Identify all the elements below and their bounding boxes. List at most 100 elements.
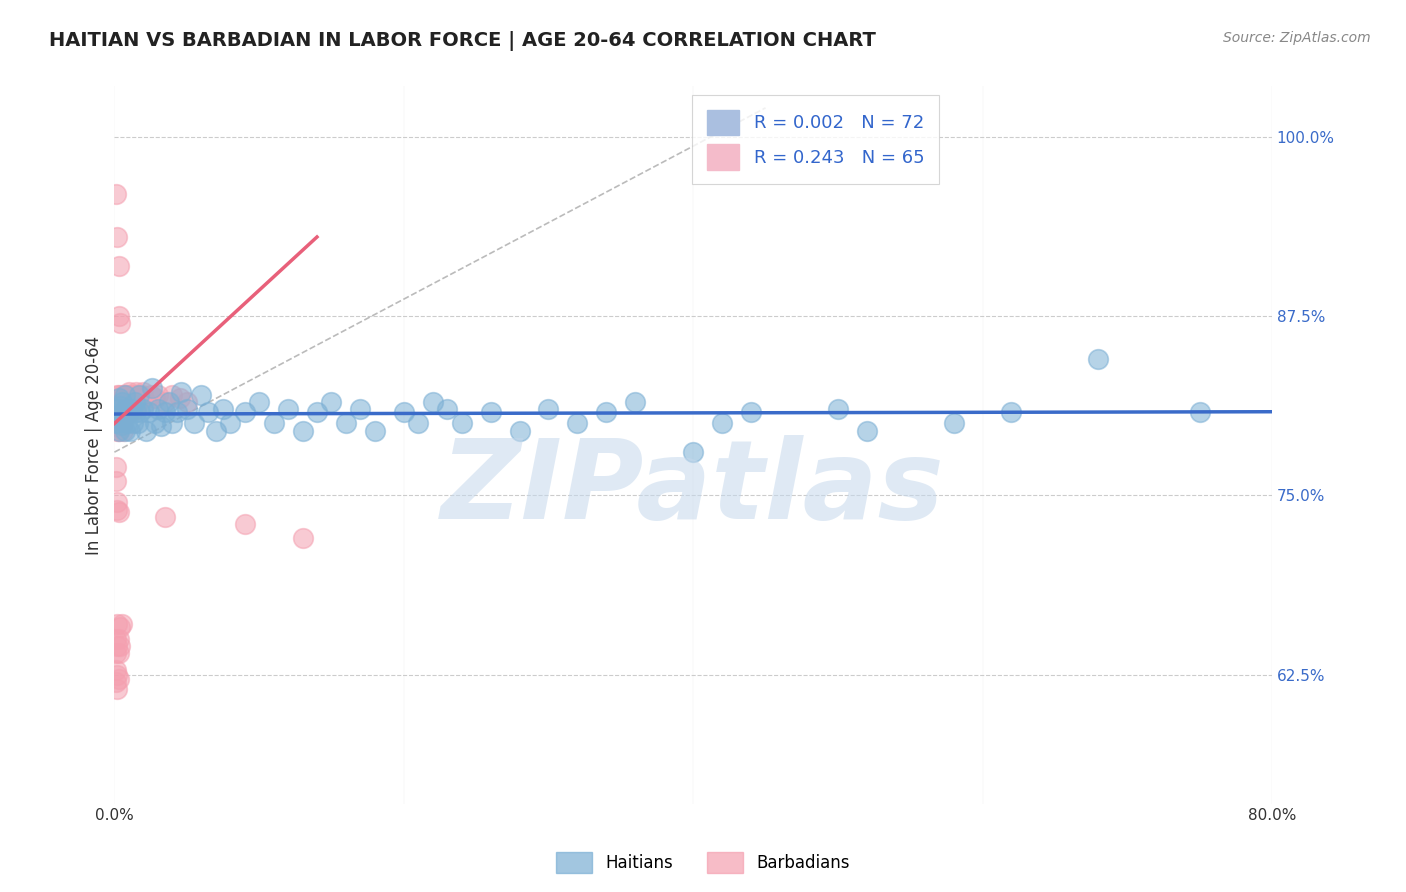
Point (107, 395, 129, 409)
Point (450, 417, 472, 431)
Point (114, 405, 136, 419)
Point (114, 402, 136, 417)
Point (129, 405, 152, 419)
Point (108, 408, 131, 422)
Point (107, 424, 129, 438)
Point (107, 259, 129, 273)
Point (321, 395, 343, 409)
Point (131, 388, 153, 402)
Point (105, 402, 128, 417)
Point (117, 402, 139, 417)
Point (624, 395, 647, 409)
Point (105, 495, 128, 509)
Point (105, 617, 128, 632)
Point (104, 474, 127, 488)
Point (247, 395, 270, 409)
Point (107, 424, 129, 438)
Point (149, 419, 172, 434)
Point (305, 405, 328, 419)
Point (1188, 405, 1211, 419)
Point (104, 395, 127, 409)
Point (111, 388, 134, 402)
Point (125, 384, 148, 399)
Point (125, 405, 148, 419)
Point (120, 402, 142, 417)
Point (349, 402, 371, 417)
Point (132, 402, 155, 417)
Point (115, 405, 138, 419)
Point (111, 402, 134, 417)
Point (117, 417, 139, 431)
Point (107, 672, 129, 686)
Point (112, 405, 135, 419)
Point (120, 391, 142, 405)
Point (204, 424, 226, 438)
Point (111, 395, 134, 409)
Point (942, 417, 965, 431)
Y-axis label: In Labor Force | Age 20-64: In Labor Force | Age 20-64 (86, 335, 103, 555)
Point (121, 388, 143, 402)
Point (112, 415, 135, 429)
Point (104, 674, 127, 689)
Legend: R = 0.002   N = 72, R = 0.243   N = 65: R = 0.002 N = 72, R = 0.243 N = 65 (692, 95, 939, 185)
Point (108, 405, 131, 419)
Point (170, 384, 193, 399)
Point (190, 388, 212, 402)
Point (176, 402, 198, 417)
Point (827, 402, 849, 417)
Point (153, 405, 176, 419)
Point (105, 639, 128, 653)
Point (120, 424, 142, 438)
Point (595, 405, 617, 419)
Point (114, 388, 136, 402)
Point (277, 402, 299, 417)
Point (139, 388, 162, 402)
Point (135, 395, 157, 409)
Point (107, 405, 129, 419)
Legend: Haitians, Barbadians: Haitians, Barbadians (548, 846, 858, 880)
Point (107, 309, 129, 323)
Point (108, 402, 131, 417)
Point (335, 417, 357, 431)
Point (112, 405, 135, 419)
Point (112, 417, 135, 431)
Point (107, 632, 129, 646)
Point (104, 459, 127, 474)
Point (121, 402, 143, 417)
Point (124, 395, 146, 409)
Point (114, 388, 136, 402)
Point (108, 639, 131, 653)
Point (115, 402, 138, 417)
Point (108, 620, 131, 634)
Point (128, 395, 150, 409)
Point (104, 632, 127, 646)
Point (111, 417, 134, 431)
Point (104, 663, 127, 677)
Point (121, 405, 143, 419)
Point (479, 405, 502, 419)
Point (166, 405, 188, 419)
Point (105, 388, 128, 402)
Point (108, 399, 131, 413)
Point (115, 395, 138, 409)
Point (143, 391, 166, 405)
Point (112, 424, 135, 438)
Point (105, 424, 128, 438)
Point (138, 405, 160, 419)
Point (124, 388, 146, 402)
Point (364, 424, 387, 438)
Point (105, 502, 128, 516)
Point (104, 186, 127, 201)
Point (509, 424, 531, 438)
Point (108, 417, 131, 431)
Point (108, 395, 131, 409)
Point (153, 509, 176, 524)
Point (104, 417, 127, 431)
Point (107, 417, 129, 431)
Point (176, 395, 198, 409)
Point (141, 381, 163, 395)
Point (128, 388, 150, 402)
Point (233, 516, 256, 531)
Text: HAITIAN VS BARBADIAN IN LABOR FORCE | AGE 20-64 CORRELATION CHART: HAITIAN VS BARBADIAN IN LABOR FORCE | AG… (49, 31, 876, 51)
Point (105, 405, 128, 419)
